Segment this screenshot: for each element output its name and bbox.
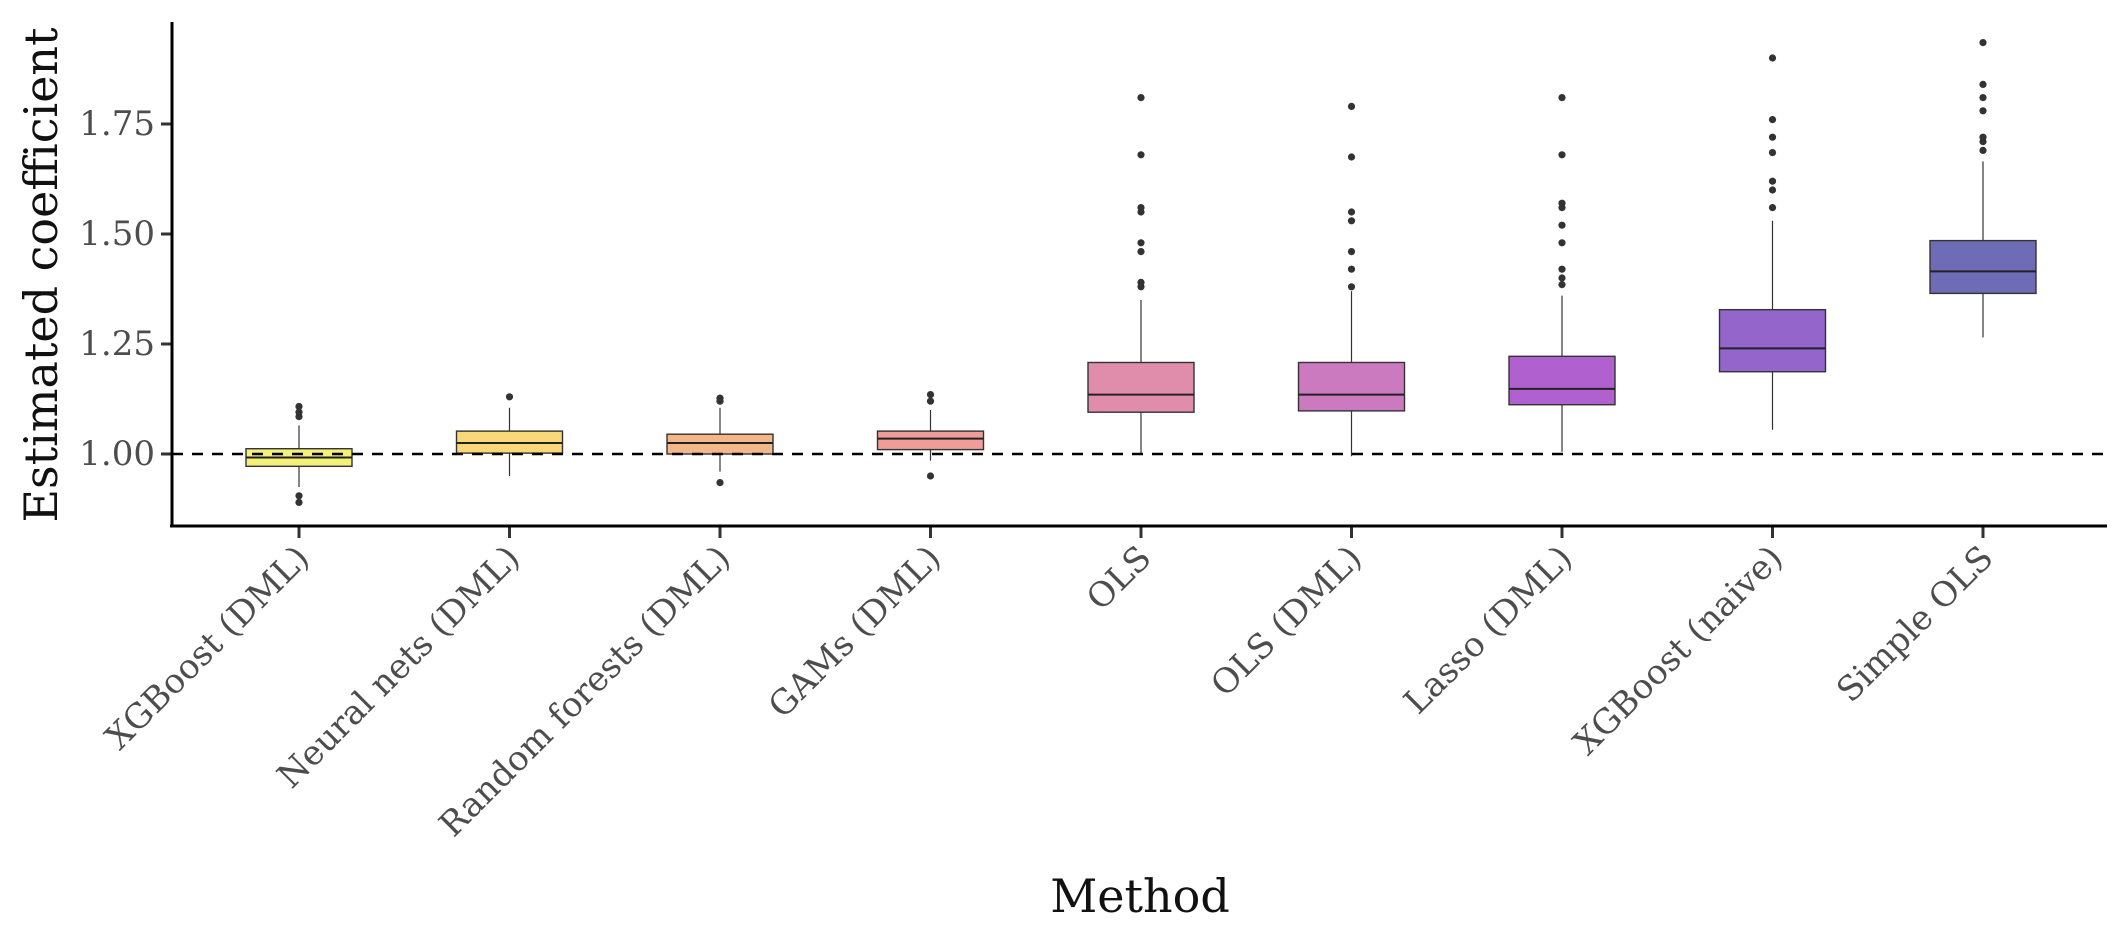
x-tick-label: GAMs (DML) bbox=[761, 538, 949, 726]
outlier-point bbox=[1347, 208, 1356, 216]
iqr-box bbox=[666, 433, 774, 455]
outlier-point bbox=[295, 402, 303, 411]
y-axis-title: Estimated coefficient bbox=[14, 27, 68, 523]
box-group bbox=[1508, 94, 1616, 452]
outlier-point bbox=[1979, 39, 1987, 47]
box-group bbox=[1087, 94, 1195, 454]
outlier-point bbox=[1558, 239, 1566, 247]
outlier-point bbox=[1137, 278, 1145, 286]
outlier-point bbox=[716, 479, 724, 487]
outlier-point bbox=[1558, 274, 1566, 282]
outlier-point bbox=[1558, 221, 1566, 229]
iqr-box bbox=[1087, 361, 1195, 413]
outlier-point bbox=[1979, 80, 1987, 88]
y-tick-label: 1.75 bbox=[79, 104, 155, 144]
outlier-point bbox=[1347, 248, 1356, 256]
y-tick-label: 1.50 bbox=[79, 214, 155, 254]
outlier-point bbox=[1137, 248, 1145, 256]
outlier-point bbox=[926, 472, 935, 480]
outlier-point bbox=[1768, 149, 1777, 157]
iqr-box bbox=[1718, 308, 1827, 373]
outlier-point bbox=[1558, 281, 1566, 289]
iqr-box bbox=[876, 430, 985, 451]
outlier-point bbox=[1558, 94, 1566, 102]
outlier-point bbox=[1137, 204, 1145, 212]
outlier-point bbox=[1558, 199, 1566, 207]
iqr-box bbox=[1297, 361, 1406, 412]
outlier-point bbox=[1347, 283, 1356, 291]
iqr-box bbox=[1929, 239, 2037, 295]
x-tick-label: Lasso (DML) bbox=[1396, 538, 1580, 722]
y-tick-label: 1.00 bbox=[79, 434, 155, 474]
outlier-point bbox=[1347, 265, 1356, 273]
outlier-point bbox=[1347, 102, 1356, 110]
outlier-point bbox=[1979, 107, 1987, 115]
box-group bbox=[666, 394, 774, 487]
outlier-point bbox=[1558, 151, 1566, 159]
box-group bbox=[455, 393, 564, 476]
outlier-point bbox=[1768, 177, 1777, 185]
iqr-box bbox=[1508, 355, 1616, 406]
outlier-point bbox=[1768, 186, 1777, 194]
x-tick-label: Neural nets (DML) bbox=[270, 538, 528, 796]
outlier-point bbox=[1979, 146, 1987, 154]
outlier-point bbox=[1347, 217, 1356, 225]
x-tick-label: OLS bbox=[1079, 538, 1159, 618]
x-axis-ticks: XGBoost (DML)Neural nets (DML)Random for… bbox=[98, 526, 2001, 845]
outlier-point bbox=[926, 397, 935, 405]
x-tick-label: OLS (DML) bbox=[1203, 538, 1370, 705]
x-axis-title: Method bbox=[1050, 869, 1230, 923]
outlier-point bbox=[295, 492, 303, 500]
box-group bbox=[1297, 102, 1406, 457]
x-tick-label: XGBoost (DML) bbox=[98, 538, 317, 757]
x-tick-label: XGBoost (naive) bbox=[1566, 538, 1791, 763]
outlier-point bbox=[1768, 204, 1777, 212]
outlier-point bbox=[505, 393, 514, 401]
outlier-point bbox=[1768, 116, 1777, 124]
box-group bbox=[1929, 39, 2037, 338]
outlier-point bbox=[1347, 153, 1356, 161]
plot-area bbox=[172, 39, 2107, 506]
outlier-point bbox=[1979, 94, 1987, 102]
outlier-point bbox=[1768, 54, 1777, 62]
outlier-point bbox=[1137, 94, 1145, 102]
outlier-point bbox=[1558, 265, 1566, 273]
outlier-point bbox=[926, 391, 935, 399]
outlier-point bbox=[1979, 133, 1987, 141]
outlier-point bbox=[1137, 151, 1145, 159]
box-group bbox=[1718, 54, 1827, 430]
y-axis-ticks: 1.00 1.25 1.50 1.75 bbox=[79, 104, 172, 474]
outlier-point bbox=[1137, 239, 1145, 247]
outlier-point bbox=[295, 498, 303, 506]
outlier-point bbox=[716, 394, 724, 402]
outlier-point bbox=[295, 408, 303, 416]
box-group bbox=[876, 391, 985, 480]
outlier-point bbox=[1768, 133, 1777, 141]
x-tick-label: Simple OLS bbox=[1829, 538, 2001, 710]
y-tick-label: 1.25 bbox=[79, 324, 155, 364]
